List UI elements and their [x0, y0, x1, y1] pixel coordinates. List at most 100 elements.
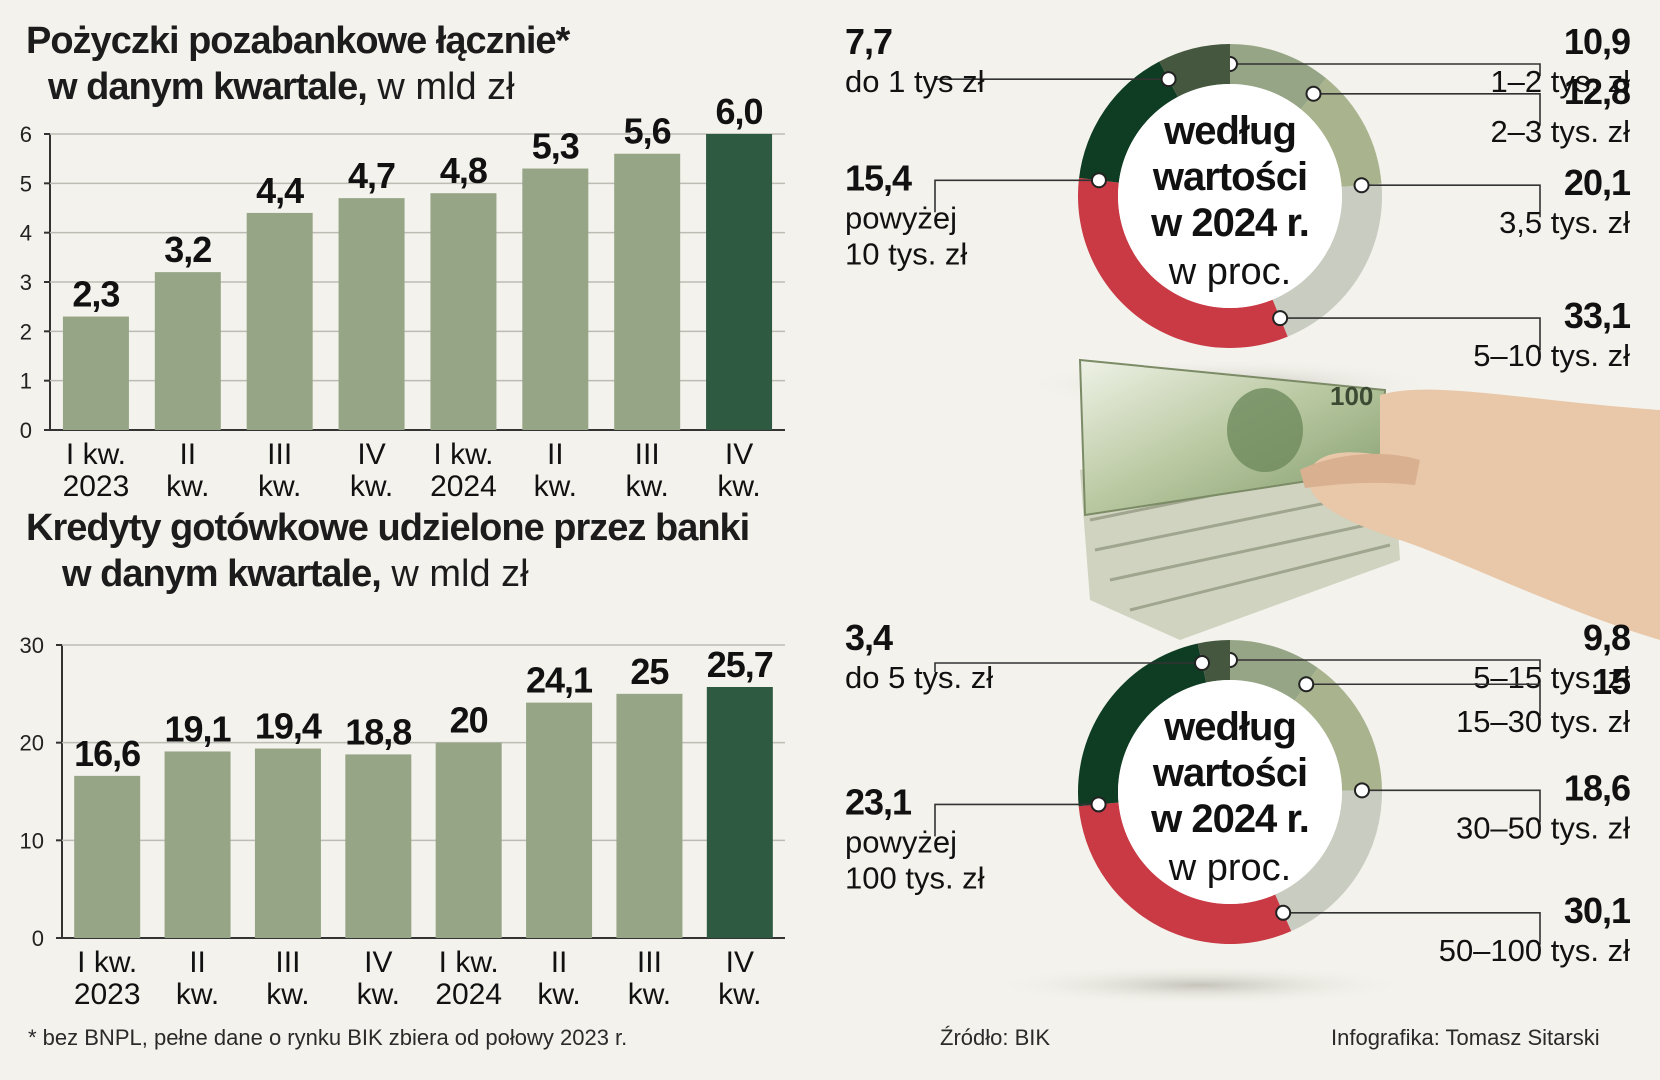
- donut2-slice: [1078, 802, 1292, 944]
- donut1-center-label: w 2024 r.: [1150, 201, 1309, 245]
- chart2-value-label: 19,1: [165, 708, 232, 749]
- donut2-callout-dot: [1353, 782, 1370, 799]
- donut2-slice-value: 9,8: [1583, 617, 1630, 658]
- chart2-title-line1: Kredyty gotówkowe udzielone przez banki: [26, 507, 750, 549]
- donut2-center: [1118, 680, 1342, 904]
- donut1-slice-value: 15,4: [845, 157, 912, 198]
- donut1-slice-value: 10,9: [1564, 21, 1630, 62]
- chart2-value-label: 25: [630, 651, 669, 692]
- chart1-y-tick-label: 2: [20, 319, 32, 344]
- chart1-value-label: 5,6: [624, 111, 671, 152]
- chart1-category-label: kw.: [534, 470, 577, 503]
- chart2-category-label: II: [189, 946, 206, 979]
- chart2-y-tick-label: 10: [20, 828, 44, 853]
- donut2-center-label: w 2024 r.: [1150, 797, 1309, 841]
- donut1-slice-value: 7,7: [845, 21, 892, 62]
- hand: [1308, 389, 1660, 640]
- donut1-slice-value: 20,1: [1564, 162, 1631, 203]
- donut2-leader-line: [934, 803, 1099, 837]
- donut1-slice: [1159, 44, 1230, 97]
- donut2-slice-label: powyżej: [845, 824, 957, 859]
- donut1-center: [1118, 84, 1342, 308]
- chart1-value-label: 5,3: [532, 126, 579, 167]
- chart2-bar: [345, 754, 412, 938]
- chart1-category-label: 2023: [63, 470, 130, 503]
- donut1-center-label: według: [1163, 109, 1296, 153]
- chart2-category-label: III: [275, 946, 300, 979]
- donut2-leader-line: [1306, 683, 1541, 717]
- chart2-bar: [74, 775, 141, 938]
- donut1-callout-dot: [1160, 71, 1177, 88]
- donut1-slice-label: 3,5 tys. zł: [1499, 205, 1630, 240]
- donut1-leader-line: [1230, 63, 1541, 76]
- chart1-y-tick-label: 5: [20, 171, 32, 196]
- chart2-category-label: I kw.: [439, 946, 499, 979]
- chart1-value-label: 3,2: [164, 229, 211, 270]
- donut1-callout-dot: [1090, 172, 1107, 189]
- chart2-category-label: III: [637, 946, 662, 979]
- chart1-bar: [430, 193, 497, 430]
- donut1-slice-label: 5–10 tys. zł: [1473, 338, 1630, 373]
- chart1-y-tick-label: 0: [20, 418, 32, 443]
- donut1-slice: [1079, 61, 1178, 183]
- chart2-category-label: kw.: [537, 978, 580, 1011]
- chart1-category-label: 2024: [430, 470, 497, 503]
- chart2-value-label: 18,8: [345, 711, 411, 752]
- donut2-slice: [1275, 790, 1383, 932]
- chart2-title-line2: w danym kwartale,: [62, 553, 382, 595]
- donut1-callout-dot: [1272, 310, 1289, 327]
- donut2-callout-dot: [1298, 676, 1315, 693]
- chart1-category-label: kw.: [350, 470, 393, 503]
- donut1-leader-line: [934, 179, 1099, 213]
- chart1-bar: [614, 153, 681, 430]
- chart2-y-tick-label: 30: [20, 633, 44, 658]
- donut2-leader-line: [1361, 789, 1541, 823]
- donut1-callout-dot: [1353, 177, 1370, 194]
- donut1-slice-label: 10 tys. zł: [845, 236, 967, 271]
- chart2-value-label: 25,7: [707, 644, 773, 685]
- donut2-leader-line: [1283, 912, 1541, 945]
- donut2-center-label: według: [1163, 705, 1296, 749]
- donut1-slice: [1272, 183, 1382, 337]
- chart1-title: Pożyczki pozabankowe łącznie* w danym kw…: [26, 18, 570, 110]
- donut2-slice-label: 5–15 tys. zł: [1473, 660, 1630, 695]
- chart2-category-label: 2023: [74, 978, 141, 1011]
- chart1-y-tick-label: 4: [20, 221, 32, 246]
- chart2-category-label: kw.: [176, 978, 219, 1011]
- chart2-category-label: kw.: [266, 978, 309, 1011]
- donut2-slice-value: 23,1: [845, 781, 912, 822]
- chart1-category-label: I kw.: [66, 438, 126, 471]
- chart1-y-tick-label: 6: [20, 122, 32, 147]
- donut1-slice-label: powyżej: [845, 200, 957, 235]
- chart1-value-label: 4,8: [440, 150, 487, 191]
- chart1-y-tick-label: 3: [20, 270, 32, 295]
- donut1-slice-label: do 1 tys zł: [845, 64, 985, 99]
- chart2-title: Kredyty gotówkowe udzielone przez banki …: [26, 505, 750, 597]
- banknote-portrait: [1227, 388, 1303, 472]
- donut1-leader-line: [1313, 92, 1541, 126]
- chart2-value-label: 19,4: [255, 706, 322, 747]
- donut2-center-unit: w proc.: [1168, 847, 1291, 889]
- donut2-slice: [1294, 667, 1382, 791]
- chart2-category-label: kw.: [628, 978, 671, 1011]
- chart1-value-label: 6,0: [716, 91, 763, 132]
- chart2-bar: [526, 702, 593, 938]
- chart1-title-line1: Pożyczki pozabankowe łącznie*: [26, 20, 570, 62]
- chart2-category-label: 2024: [435, 978, 502, 1011]
- chart2-title-unit: w mld zł: [380, 553, 529, 595]
- hand-thumb: [1300, 453, 1420, 488]
- chart1-category-label: II: [547, 438, 564, 471]
- chart1-category-label: I kw.: [433, 438, 493, 471]
- chart1-category-label: kw.: [258, 470, 301, 503]
- chart1-category-label: II: [179, 438, 196, 471]
- chart1-category-label: kw.: [717, 470, 760, 503]
- chart1-bar: [154, 272, 221, 430]
- donut1-leader-line: [1361, 184, 1541, 218]
- chart2-y-tick-label: 0: [32, 926, 44, 951]
- donut2-slice-label: do 5 tys. zł: [845, 660, 993, 695]
- source-note: Źródło: BIK: [940, 1025, 1051, 1050]
- chart1-bar: [338, 198, 405, 430]
- donut2-slice-value: 30,1: [1564, 890, 1631, 931]
